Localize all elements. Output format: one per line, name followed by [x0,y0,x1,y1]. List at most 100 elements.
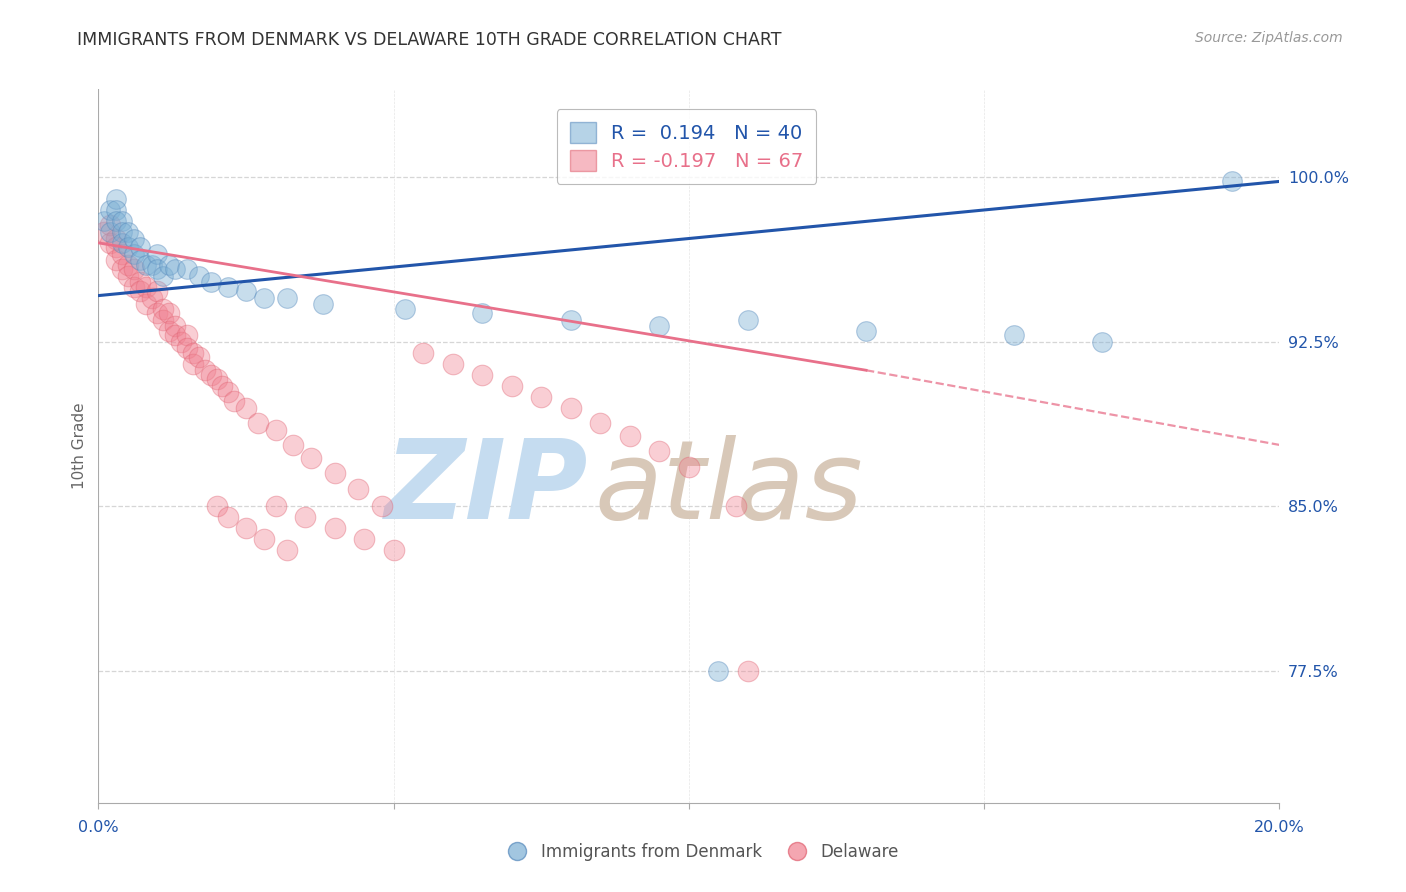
Text: 0.0%: 0.0% [79,821,118,836]
Point [98,235,121,250]
Point [855,324,877,338]
Point [157,306,180,320]
Point [412,345,434,359]
Point [246,416,269,430]
Point [323,521,346,535]
Point [152,312,174,326]
Point [176,341,198,355]
Point [170,334,193,349]
Point [141,258,163,272]
Point [122,280,145,294]
Point [371,500,394,514]
Point [294,510,316,524]
Point [589,416,612,430]
Point [181,357,204,371]
Point [200,368,222,382]
Point [152,301,174,316]
Point [141,291,163,305]
Point [98,219,121,233]
Point [181,345,204,359]
Point [135,258,157,272]
Point [471,368,494,382]
Point [122,231,145,245]
Point [111,262,134,277]
Point [283,438,305,452]
Point [276,543,298,558]
Point [299,451,322,466]
Point [117,240,139,254]
Point [117,258,139,272]
Point [441,357,464,371]
Point [187,350,209,364]
Point [217,385,239,400]
Point [165,328,187,343]
Point [98,225,121,239]
Point [165,262,187,277]
Text: IMMIGRANTS FROM DENMARK VS DELAWARE 10TH GRADE CORRELATION CHART: IMMIGRANTS FROM DENMARK VS DELAWARE 10TH… [77,31,782,49]
Point [394,301,416,316]
Point [187,268,209,283]
Point [152,268,174,283]
Point [560,312,582,326]
Point [253,533,276,547]
Text: ZIP: ZIP [385,435,589,542]
Point [146,306,169,320]
Point [353,533,375,547]
Y-axis label: 10th Grade: 10th Grade [72,402,87,490]
Point [128,284,150,298]
Point [98,202,121,217]
Point [128,276,150,290]
Point [737,664,759,678]
Point [253,291,276,305]
Point [135,280,157,294]
Point [122,247,145,261]
Point [264,423,287,437]
Point [205,372,228,386]
Point [501,378,523,392]
Point [648,444,671,458]
Point [111,214,134,228]
Point [347,482,370,496]
Point [105,214,128,228]
Point [111,225,134,239]
Point [648,319,671,334]
Point [105,202,128,217]
Point [471,306,494,320]
Point [217,510,239,524]
Point [725,500,748,514]
Point [117,225,139,239]
Legend: Immigrants from Denmark, Delaware: Immigrants from Denmark, Delaware [501,837,905,868]
Point [93,214,115,228]
Point [264,500,287,514]
Point [176,328,198,343]
Point [128,240,150,254]
Text: 20.0%: 20.0% [1254,821,1305,836]
Point [530,390,553,404]
Point [224,394,246,409]
Point [122,262,145,277]
Point [1091,334,1114,349]
Point [117,268,139,283]
Point [105,192,128,206]
Point [146,284,169,298]
Legend: R =  0.194   N = 40, R = -0.197   N = 67: R = 0.194 N = 40, R = -0.197 N = 67 [557,110,817,184]
Point [105,240,128,254]
Point [737,312,759,326]
Point [217,280,239,294]
Point [211,378,233,392]
Point [323,467,346,481]
Point [157,324,180,338]
Point [1220,174,1243,188]
Point [312,297,335,311]
Text: atlas: atlas [595,435,863,542]
Point [194,363,217,377]
Point [157,258,180,272]
Point [165,319,187,334]
Text: Source: ZipAtlas.com: Source: ZipAtlas.com [1195,31,1343,45]
Point [176,262,198,277]
Point [1002,328,1025,343]
Point [135,297,157,311]
Point [128,253,150,268]
Point [235,521,257,535]
Point [105,231,128,245]
